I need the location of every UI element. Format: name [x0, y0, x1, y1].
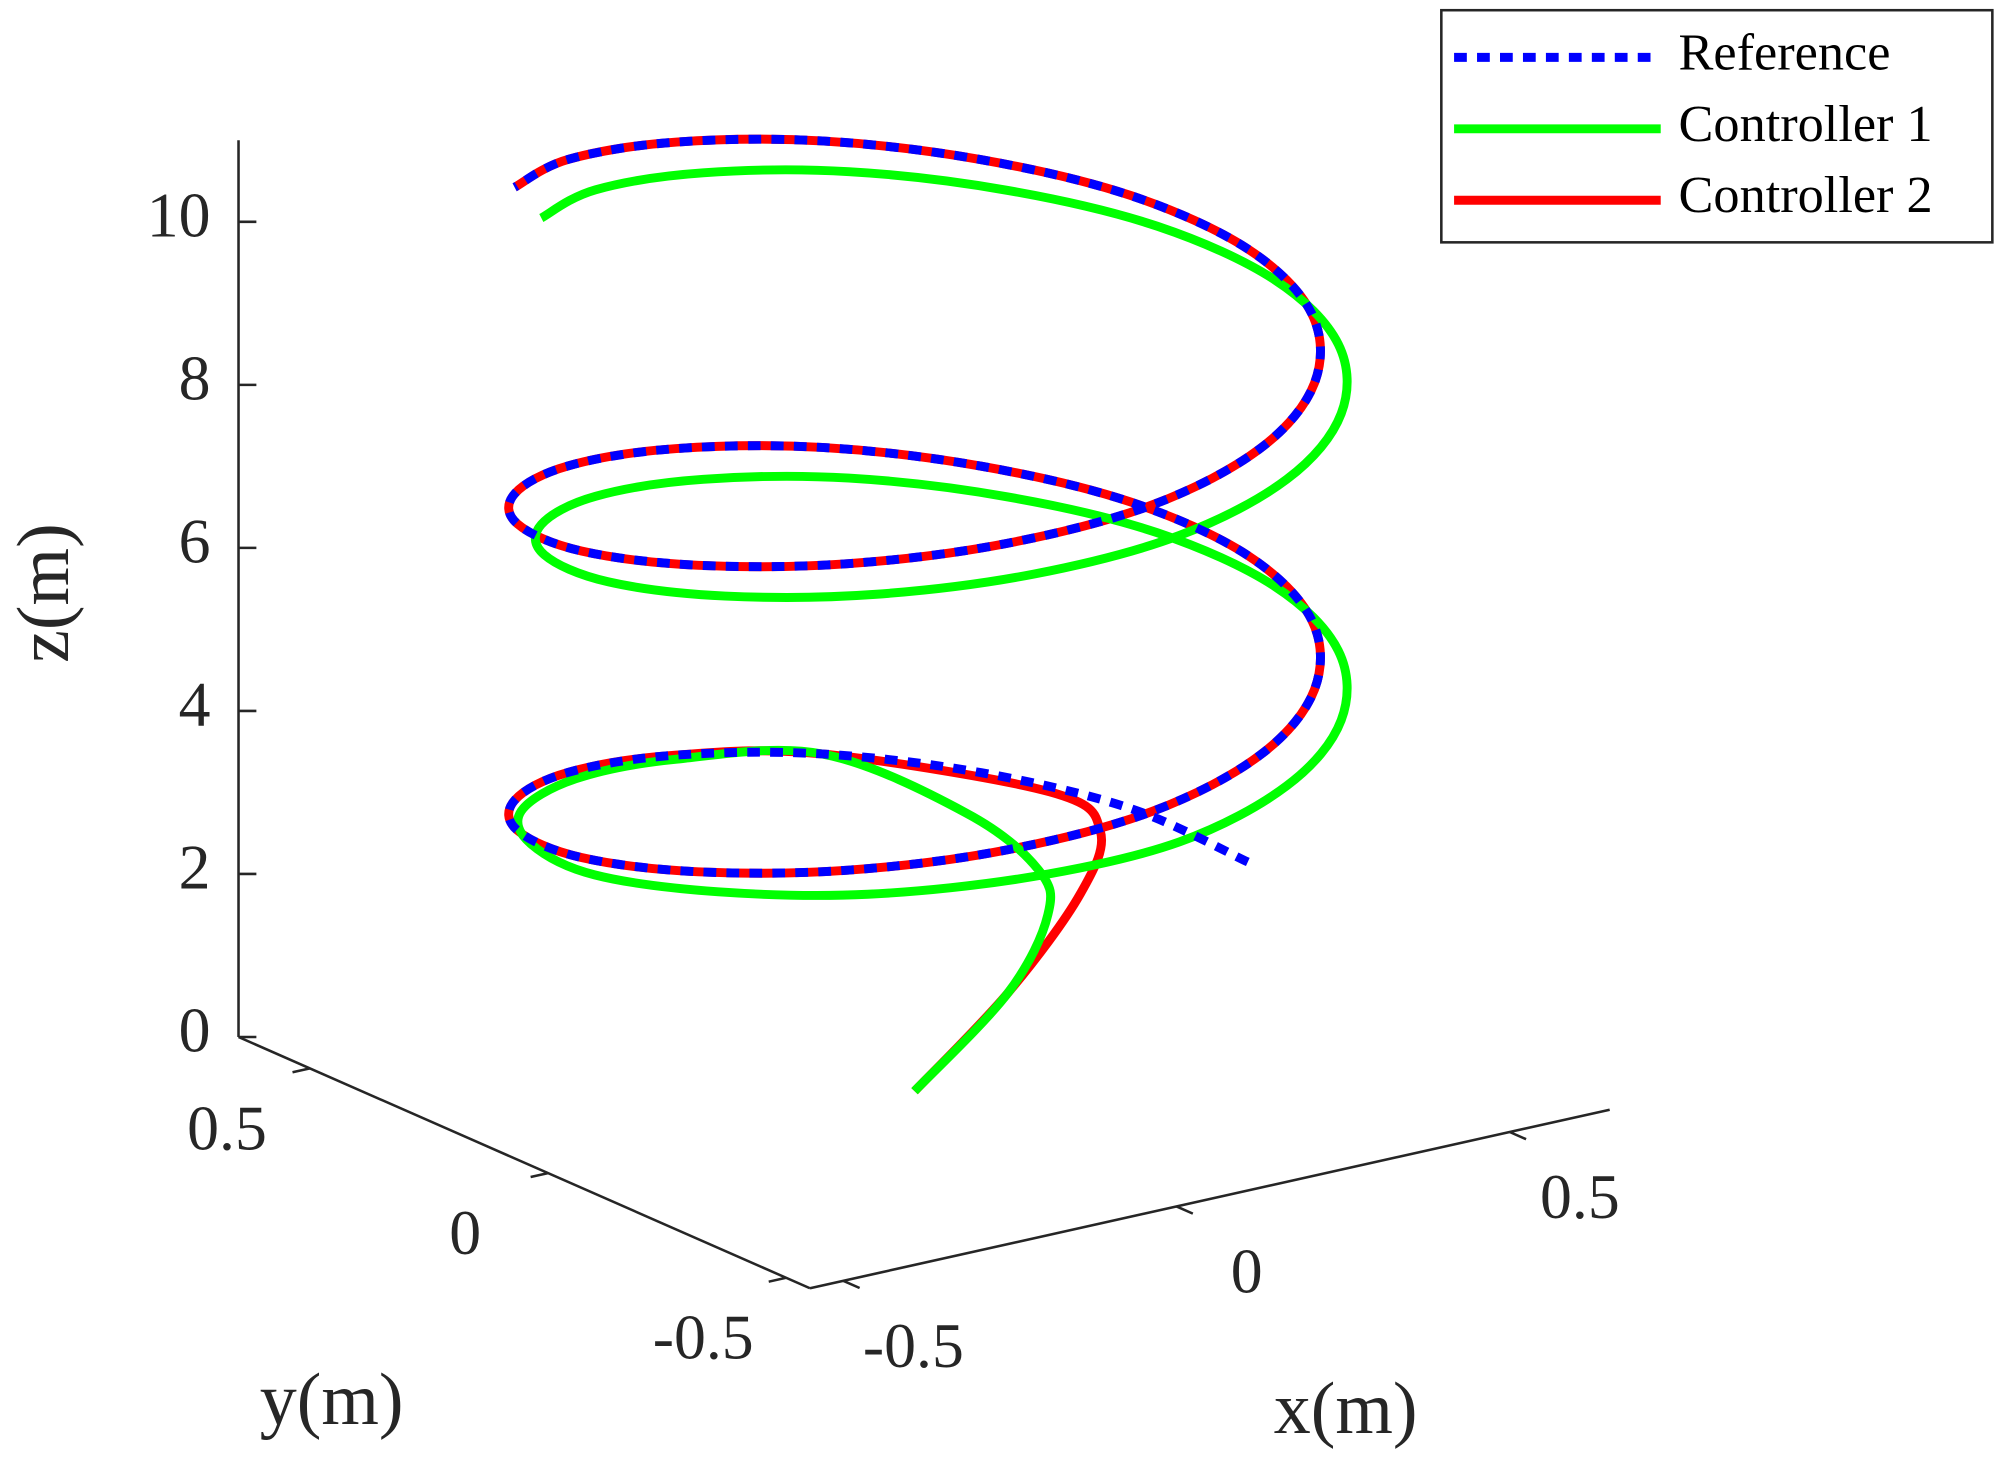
y-tick	[768, 1276, 787, 1283]
x-tick	[1509, 1130, 1527, 1141]
z-axis-label: z(m)	[3, 523, 85, 663]
x-tick-label: -0.5	[863, 1310, 964, 1381]
y-tick	[530, 1171, 549, 1179]
x-tick	[842, 1279, 861, 1290]
z-tick-label: 10	[147, 179, 211, 250]
x-tick-label: 0.5	[1540, 1161, 1620, 1232]
z-tick-label: 0	[179, 995, 211, 1066]
x-axis-label: x(m)	[1274, 1368, 1418, 1450]
z-tick-label: 4	[179, 669, 211, 740]
x-tick	[1175, 1205, 1194, 1215]
trajectory	[504, 134, 1325, 878]
y-axis	[238, 1035, 811, 1290]
y-tick-label: 0	[449, 1197, 481, 1268]
trajectory	[504, 134, 1325, 1095]
legend-label: Reference	[1679, 23, 1891, 81]
legend-label: Controller 2	[1679, 166, 1933, 224]
x-axis	[809, 1108, 1610, 1290]
trajectory	[513, 165, 1352, 1095]
y-axis-label: y(m)	[260, 1359, 404, 1441]
x-tick-label: 0	[1231, 1235, 1263, 1306]
y-tick	[292, 1067, 311, 1074]
y-tick-label: 0.5	[187, 1092, 267, 1163]
legend-label: Controller 1	[1679, 95, 1933, 153]
z-tick-label: 2	[179, 832, 211, 903]
z-tick-label: 8	[179, 342, 211, 413]
y-tick-label: -0.5	[653, 1302, 754, 1373]
z-tick-label: 6	[179, 506, 211, 577]
